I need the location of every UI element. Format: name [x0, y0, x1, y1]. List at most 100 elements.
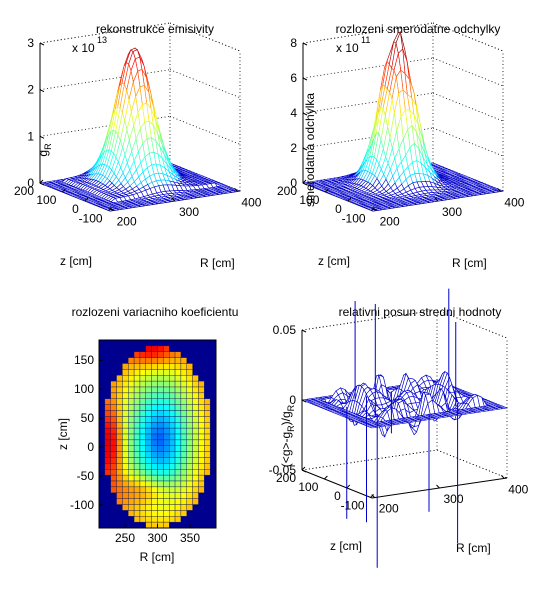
heatmap-cell: [122, 427, 129, 435]
heatmap-cell: [145, 510, 152, 517]
heatmap-cell: [168, 398, 176, 405]
heatmap-cell: [186, 474, 193, 482]
heatmap-cell: [157, 357, 164, 364]
heatmap-cell: [163, 427, 170, 435]
heatmap-cell: [139, 439, 146, 446]
heatmap-cell: [151, 451, 158, 458]
heatmap-cell: [122, 439, 129, 446]
z-tick-label: 0: [290, 176, 297, 190]
heatmap-cell: [104, 463, 111, 470]
back-wall-gridline: [432, 57, 504, 87]
heatmap-cell: [133, 398, 141, 405]
heatmap-cell: [128, 480, 135, 488]
heatmap-cell: [180, 375, 187, 382]
heatmap-cell: [180, 422, 187, 429]
heatmap-cell: [168, 457, 176, 464]
heatmap-cell: [157, 427, 164, 435]
z-tick-label: 0: [27, 176, 34, 190]
heatmap-cell: [186, 404, 193, 411]
heatmap-cell: [180, 363, 187, 370]
heatmap-cell: [198, 386, 205, 394]
heatmap-cell: [204, 416, 211, 423]
heatmap-cell: [174, 498, 182, 505]
y-tick-label: 0: [87, 440, 94, 454]
heatmap-cell: [145, 345, 152, 352]
heatmap-cell: [163, 345, 170, 352]
z-tick-label: 2: [27, 83, 34, 97]
heatmap-cell: [116, 416, 123, 423]
heatmap-cell: [163, 416, 170, 423]
heatmap-cell: [128, 451, 135, 458]
z-depth-tick-label: 200: [14, 184, 34, 198]
heatmap-cell: [168, 504, 176, 511]
heatmap-cell: [110, 474, 117, 482]
panel4-title: relativni posun stredni hodnoty: [339, 305, 502, 319]
heatmap-cell: [168, 369, 176, 376]
heatmap-cell: [139, 504, 146, 511]
heatmap-cell: [128, 410, 135, 417]
heatmap-cell: [157, 516, 164, 523]
heatmap-cell: [163, 363, 170, 370]
heatmap-cell: [139, 445, 146, 452]
heatmap-cell: [180, 469, 187, 476]
panel2-r-ticks: 200 300 400: [372, 188, 525, 229]
heatmap-cell: [110, 422, 117, 429]
heatmap-cell: [116, 463, 123, 470]
heatmap-cell: [174, 351, 182, 358]
heatmap-cell: [192, 463, 199, 470]
heatmap-cell: [151, 398, 158, 405]
heatmap-cell: [139, 386, 146, 394]
heatmap-cell: [133, 380, 141, 388]
heatmap-cell: [145, 351, 152, 358]
heatmap-cell: [174, 380, 182, 388]
heatmap-cell: [174, 422, 182, 429]
z-tick-label: 6: [290, 71, 297, 85]
heatmap-cell: [128, 392, 135, 399]
heatmap-cell: [116, 492, 123, 499]
heatmap-cell: [192, 392, 199, 399]
heatmap-cell: [110, 439, 117, 446]
heatmap-cell: [133, 469, 141, 476]
heatmap-cell: [110, 433, 117, 441]
heatmap-cell: [163, 469, 170, 476]
heatmap-cell: [180, 433, 187, 441]
heatmap-cell: [204, 422, 211, 429]
heatmap-cell: [157, 392, 164, 399]
r-tick-label: 400: [508, 482, 528, 496]
z-tick-mark: [302, 42, 308, 46]
panel1-multiplier-exponent: 13: [97, 35, 107, 45]
heatmap-cell: [192, 480, 199, 488]
heatmap-cell: [168, 375, 176, 382]
heatmap-cell: [192, 457, 199, 464]
heatmap-cell: [198, 451, 205, 458]
heatmap-cell: [174, 451, 182, 458]
heatmap-cell: [104, 404, 111, 411]
back-wall-gridline: [169, 115, 241, 145]
r-tick-mark: [436, 484, 440, 489]
heatmap-cell: [116, 474, 123, 482]
heatmap-cell: [151, 474, 158, 482]
heatmap-cell: [180, 457, 187, 464]
heatmap-cell: [180, 357, 187, 364]
heatmap-cell: [128, 422, 135, 429]
heatmap-cell: [104, 457, 111, 464]
heatmap-cell: [163, 410, 170, 417]
x-tick-label: 250: [115, 531, 135, 545]
heatmap-cell: [163, 422, 170, 429]
heatmap-cell: [198, 463, 205, 470]
r-tick-label: 300: [442, 205, 462, 219]
heatmap-cell: [192, 474, 199, 482]
heatmap-cell: [174, 410, 182, 417]
z-tick-label: 8: [290, 36, 297, 50]
heatmap-cell: [133, 451, 141, 458]
heatmap-cell: [180, 386, 187, 394]
heatmap-cell: [145, 404, 152, 411]
heatmap-cell: [180, 410, 187, 417]
heatmap-cell: [168, 363, 176, 370]
heatmap-cell: [110, 445, 117, 452]
heatmap-cell: [174, 357, 182, 364]
heatmap-cell: [151, 480, 158, 488]
heatmap-cell: [163, 504, 170, 511]
panel1-ylabel: z [cm]: [60, 254, 92, 268]
